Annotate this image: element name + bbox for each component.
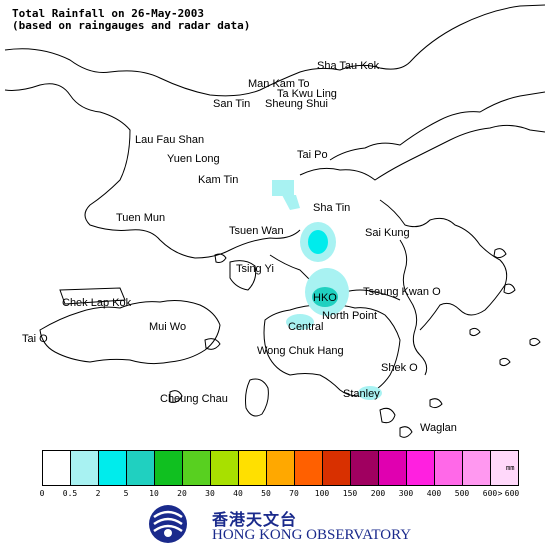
rain-patch-kam-tin-2 xyxy=(282,195,300,210)
rainfall-map xyxy=(4,4,545,438)
place-label-north-point: North Point xyxy=(322,310,378,322)
place-label-sha-tin: Sha Tin xyxy=(313,202,351,214)
rain-patch-central xyxy=(286,314,314,330)
place-label-hko: HKO xyxy=(313,292,337,304)
legend-tick: 300 xyxy=(398,489,414,498)
legend-tick: 200 xyxy=(370,489,386,498)
place-label-san-tin: San Tin xyxy=(213,98,251,110)
place-label-lau-fau-shan: Lau Fau Shan xyxy=(135,134,205,146)
legend-tick: 5 xyxy=(123,489,129,498)
place-label-mui-wo: Mui Wo xyxy=(149,321,187,333)
legend-tick: 10 xyxy=(149,489,159,498)
legend-tick: 20 xyxy=(177,489,187,498)
place-label-sha-tau-kok: Sha Tau Kok xyxy=(317,60,380,72)
organisation-name-en: HONG KONG OBSERVATORY xyxy=(212,527,412,543)
legend-swatch-6 xyxy=(210,450,239,486)
legend-swatch-7 xyxy=(238,450,267,486)
place-label-kam-tin: Kam Tin xyxy=(198,174,239,186)
legend-swatch-15 xyxy=(462,450,491,486)
hko-logo-icon xyxy=(149,505,187,543)
legend-tick: 600 xyxy=(482,489,498,498)
legend-tick: 0.5 xyxy=(62,489,78,498)
legend-tick: 500 xyxy=(454,489,470,498)
legend-tick: 600 xyxy=(504,489,520,498)
place-label-yuen-long: Yuen Long xyxy=(167,153,220,165)
place-label-central: Central xyxy=(288,321,324,333)
title-line-1: Total Rainfall on 26-May-2003 xyxy=(12,7,205,20)
legend-swatch-10 xyxy=(322,450,351,486)
rainfall-legend xyxy=(42,450,519,486)
map-title: Total Rainfall on 26-May-2003 (based on … xyxy=(12,8,250,32)
legend-ticks: 0 0.5 2 5 10 20 30 40 50 70 100 150 200 300 400 500 600 >… xyxy=(0,489,545,501)
legend-swatch-5 xyxy=(182,450,211,486)
place-label-waglan: Waglan xyxy=(420,422,457,434)
legend-tick: 100 xyxy=(314,489,330,498)
place-label-chek-lap-kok: Chek Lap Kok xyxy=(62,297,132,309)
place-label-sheung-shui: Sheung Shui xyxy=(265,98,328,110)
legend-tick: 70 xyxy=(289,489,299,498)
legend-tick: > xyxy=(497,489,503,498)
rain-core-hko xyxy=(312,287,338,307)
place-label-cheung-chau: Cheung Chau xyxy=(160,393,228,405)
legend-swatch-4 xyxy=(154,450,183,486)
place-label-man-kam-to: Man Kam To xyxy=(248,78,310,90)
legend-swatch-8 xyxy=(266,450,295,486)
legend-swatch-11 xyxy=(350,450,379,486)
rain-core-tsuen-wan xyxy=(308,230,328,254)
legend-tick: 2 xyxy=(95,489,101,498)
legend-swatch-3 xyxy=(126,450,155,486)
legend-tick: 0 xyxy=(39,489,45,498)
legend-swatch-0 xyxy=(42,450,71,486)
place-label-tsing-yi: Tsing Yi xyxy=(236,263,274,275)
place-label-tai-o: Tai O xyxy=(22,333,48,345)
place-label-tuen-mun: Tuen Mun xyxy=(116,212,166,224)
legend-swatch-12 xyxy=(378,450,407,486)
rain-patch-kam-tin xyxy=(272,180,294,196)
place-label-stanley: Stanley xyxy=(343,388,380,400)
rain-patch-stanley xyxy=(358,386,382,400)
place-label-shek-o: Shek O xyxy=(381,362,418,374)
coastline xyxy=(4,4,545,438)
place-label-tseung-kwan-o: Tseung Kwan O xyxy=(363,286,441,298)
place-label-ta-kwu-ling: Ta Kwu Ling xyxy=(277,88,337,100)
legend-tick: 30 xyxy=(205,489,215,498)
legend-swatch-13 xyxy=(406,450,435,486)
place-label-tsuen-wan: Tsuen Wan xyxy=(229,225,284,237)
place-label-wong-chuk-hang: Wong Chuk Hang xyxy=(257,345,344,357)
legend-tick: 400 xyxy=(426,489,442,498)
legend-unit: mm xyxy=(506,464,515,472)
legend-swatch-14 xyxy=(434,450,463,486)
legend-swatch-1 xyxy=(70,450,99,486)
organisation-name-cn: 香港天文台 xyxy=(212,510,298,529)
legend-swatch-16 xyxy=(490,450,519,486)
place-label-sai-kung: Sai Kung xyxy=(365,227,410,239)
legend-swatch-2 xyxy=(98,450,127,486)
place-label-tai-po: Tai Po xyxy=(297,149,328,161)
legend-tick: 150 xyxy=(342,489,358,498)
title-line-2: (based on raingauges and radar data) xyxy=(12,19,251,32)
legend-tick: 50 xyxy=(261,489,271,498)
legend-swatch-9 xyxy=(294,450,323,486)
legend-tick: 40 xyxy=(233,489,243,498)
